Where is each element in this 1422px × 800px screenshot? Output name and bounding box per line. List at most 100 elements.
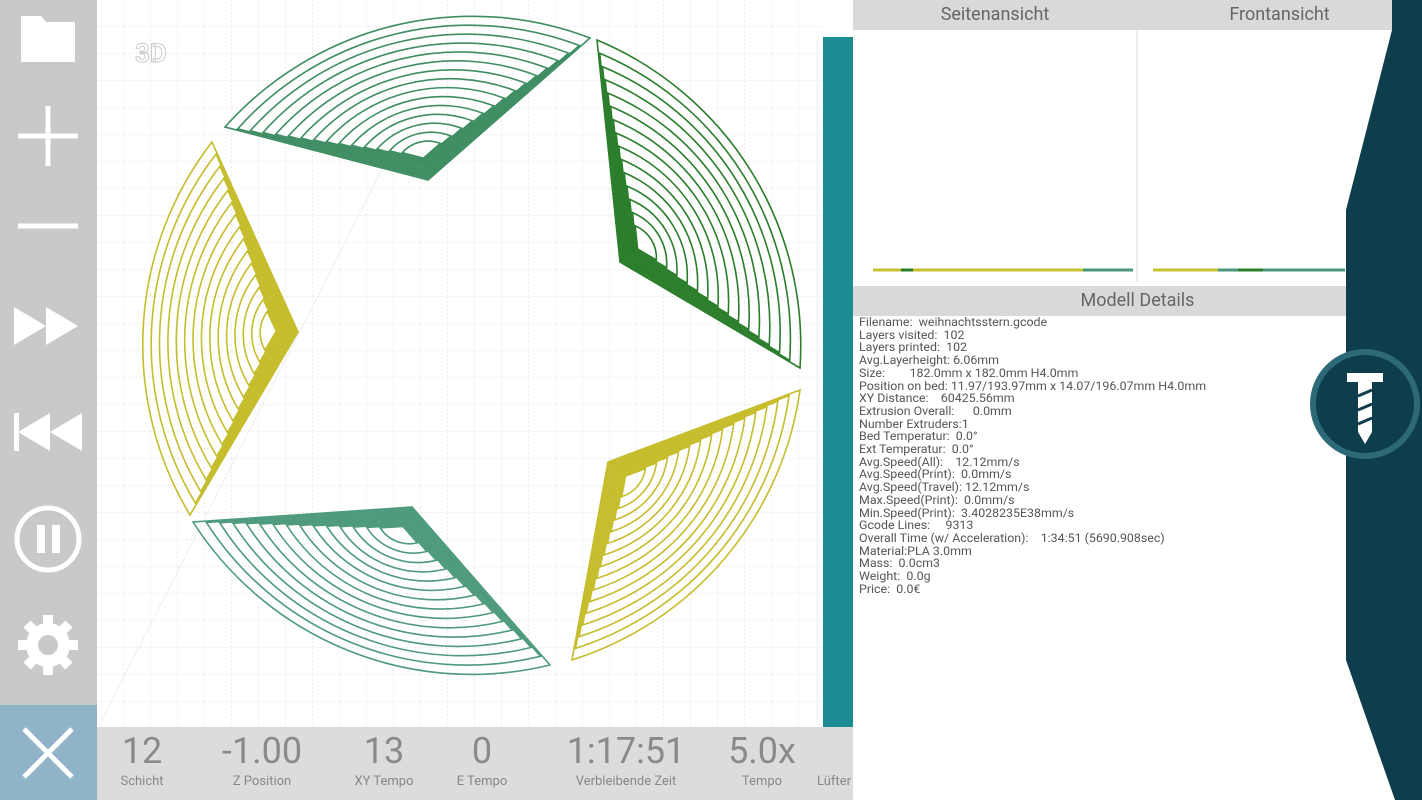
open-button[interactable] xyxy=(21,16,75,62)
status-item: 1:17:51 Verbleibende Zeit xyxy=(551,727,701,800)
status-label: Tempo xyxy=(741,774,783,789)
detail-line: Number Extruders:1 xyxy=(859,416,969,432)
toolpath xyxy=(362,113,474,164)
status-value: 5.0x xyxy=(728,730,796,772)
toolpath xyxy=(620,158,709,300)
detail-line: Bed Temperatur: 0.0° xyxy=(859,429,978,445)
toolpath xyxy=(628,198,678,277)
detail-line: Min.Speed(Print): 3.4028235E38mm/s xyxy=(859,505,1075,521)
detail-line: Avg.Layerheight: 6.06mm xyxy=(859,353,1000,369)
toolpath xyxy=(234,273,282,388)
toolpath xyxy=(150,152,298,505)
toolpath xyxy=(312,77,517,170)
status-value: 1:17:51 xyxy=(566,730,686,772)
forward-button[interactable] xyxy=(14,307,78,345)
detail-line: Weight: 0.0g xyxy=(859,569,931,585)
detail-line: Position on bed: 11.97/193.97mm x 14.07/… xyxy=(859,378,1207,394)
toolpath xyxy=(623,171,699,293)
toolpath xyxy=(338,521,448,573)
close-button[interactable] xyxy=(0,705,97,800)
toolpath xyxy=(225,261,284,399)
toolpath xyxy=(337,95,496,167)
settings-button[interactable] xyxy=(18,615,78,675)
toolpath xyxy=(325,519,457,582)
detail-line: Layers visited: 102 xyxy=(859,327,965,343)
toolpath xyxy=(242,285,281,376)
close-icon xyxy=(22,727,74,779)
toolpath xyxy=(223,15,592,181)
toolpath xyxy=(299,69,528,172)
status-label: Verbleibende Zeit xyxy=(575,774,677,789)
status-label: Schicht xyxy=(120,774,164,789)
projection-views xyxy=(873,30,1345,283)
divider-bar xyxy=(823,37,853,727)
toolpath-view: 3D xyxy=(97,0,823,727)
toolpath xyxy=(271,514,495,620)
toolpath xyxy=(610,450,680,533)
toolpath xyxy=(592,422,735,592)
toolpath xyxy=(231,510,524,648)
toolpath xyxy=(204,507,542,666)
toolpath xyxy=(200,225,289,435)
toolpath xyxy=(581,405,768,627)
detail-line: Avg.Speed(Travel): 12.12mm/s xyxy=(859,480,1030,496)
toolpath xyxy=(588,416,746,603)
toolpath xyxy=(375,122,464,163)
toolpath xyxy=(298,517,476,601)
toolpath xyxy=(609,105,750,331)
toolpath xyxy=(617,461,658,510)
toolpath xyxy=(286,60,539,174)
detail-line: XY Distance: 60425.56mm xyxy=(859,391,1015,407)
toolpath xyxy=(596,38,802,370)
status-value: 0 xyxy=(471,730,493,772)
status-value: 13 xyxy=(363,730,405,772)
toolpath xyxy=(620,467,647,498)
toolpath xyxy=(612,118,740,324)
toolpath xyxy=(158,164,296,494)
grid xyxy=(97,0,823,727)
toolpath xyxy=(350,104,485,166)
toolpath xyxy=(578,399,779,638)
toolpath xyxy=(217,249,285,411)
detail-line: Extrusion Overall: 0.0mm xyxy=(859,403,1012,419)
detail-line: Layers printed: 102 xyxy=(859,340,968,356)
toolpath xyxy=(574,394,790,650)
status-label: Z Position xyxy=(232,774,292,789)
detail-line: Mass: 0.0cm3 xyxy=(859,556,941,572)
toolpath xyxy=(218,508,533,657)
pause-button[interactable] xyxy=(14,505,82,573)
toolpath xyxy=(388,131,453,161)
toolpath xyxy=(259,309,278,352)
front-view-title: Frontansicht xyxy=(1137,0,1422,30)
detail-line: Overall Time (w/ Acceleration): 1:34:51 … xyxy=(859,530,1165,546)
status-value: 12 xyxy=(121,730,163,772)
toolpath xyxy=(274,51,549,175)
toolpath xyxy=(248,33,571,178)
toolpath xyxy=(175,188,293,470)
toolpath xyxy=(311,518,467,592)
viewer-canvas[interactable]: 3D xyxy=(97,0,823,727)
detail-line: Filename: weihnachtsstern.gcode xyxy=(859,315,1048,330)
toolpath xyxy=(351,522,438,564)
view-3d-badge[interactable]: 3D xyxy=(135,39,168,70)
sidebar xyxy=(0,0,97,705)
toolpath xyxy=(634,224,658,262)
toolpath xyxy=(258,513,505,629)
details-title: Modell Details xyxy=(853,286,1422,316)
status-item: 0 E Tempo xyxy=(442,727,522,800)
toolpath xyxy=(626,184,689,285)
toolpath xyxy=(378,525,419,545)
toolpath xyxy=(602,439,702,557)
status-item: 12 Schicht xyxy=(102,727,182,800)
rewind-button[interactable] xyxy=(14,413,82,451)
detail-line: Price: 0.0€ xyxy=(859,581,921,597)
toolpath xyxy=(167,176,295,482)
detail-line: Gcode Lines: 9313 xyxy=(859,518,974,534)
zoom-in-button[interactable] xyxy=(18,106,78,166)
status-item: Lüfter xyxy=(804,727,853,800)
detail-line: Size: 182.0mm x 182.0mm H4.0mm xyxy=(859,365,1079,381)
toolpath xyxy=(606,91,761,339)
toolpath xyxy=(245,511,514,638)
toolpath xyxy=(585,411,757,615)
